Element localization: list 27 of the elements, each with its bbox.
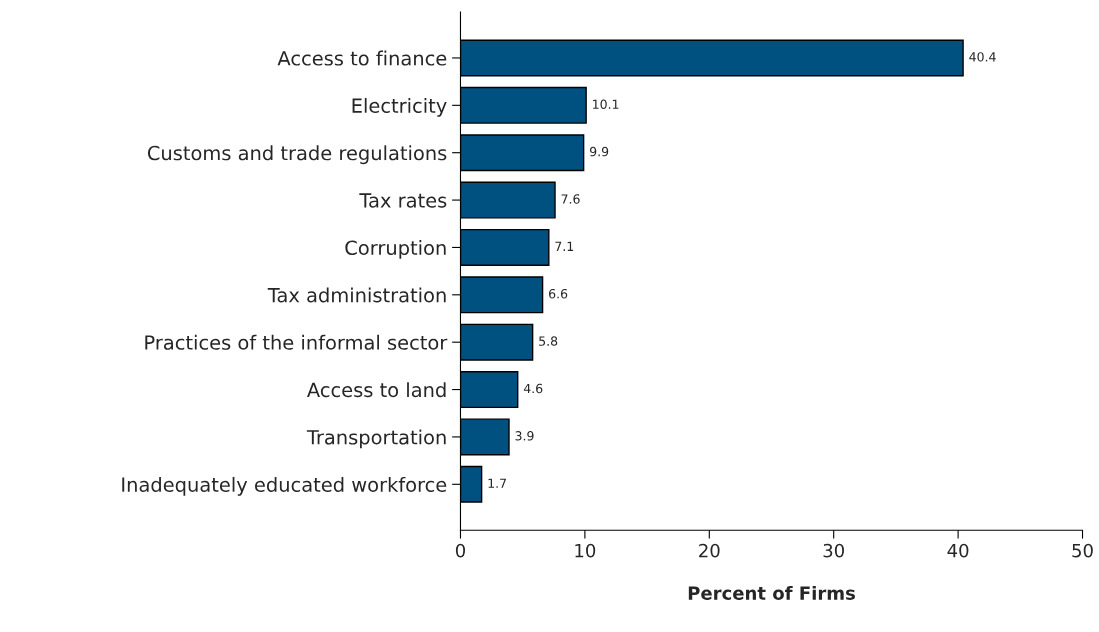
x-tick-label: 50: [1072, 543, 1093, 558]
y-tick-label: Tax rates: [359, 193, 447, 208]
x-axis-title: Percent of Firms: [688, 585, 855, 600]
data-label: 7.6: [561, 194, 580, 204]
data-label: 4.6: [523, 383, 543, 394]
x-tick-label: 20: [699, 543, 720, 558]
y-tick-label: Customs and trade regulations: [147, 145, 447, 165]
x-tick-label: 10: [575, 543, 596, 558]
y-tick-label: Inadequately educated workforce: [122, 476, 447, 496]
y-tick-label: Electricity: [352, 97, 447, 117]
y-tick-label: Practices of the informal sector: [145, 334, 448, 350]
y-tick-label: Access to land: [307, 382, 446, 398]
y-tick-label: Tax administration: [267, 287, 446, 303]
data-label: 10.1: [593, 99, 619, 109]
x-tick-label: 0: [455, 543, 466, 558]
data-label: 6.6: [549, 288, 568, 299]
y-tick-label: Access to finance: [277, 50, 447, 66]
data-label: 40.4: [969, 52, 996, 62]
data-label: 7.1: [555, 241, 574, 251]
y-tick-label: Corruption: [345, 240, 446, 259]
x-tick-label: 30: [823, 543, 844, 558]
x-tick-label: 40: [947, 543, 969, 558]
data-label: 1.7: [488, 478, 506, 488]
data-label: 5.8: [539, 336, 558, 346]
data-label: 3.9: [515, 431, 534, 441]
y-tick-label: Transportation: [306, 429, 446, 449]
data-label: 9.9: [589, 146, 609, 157]
